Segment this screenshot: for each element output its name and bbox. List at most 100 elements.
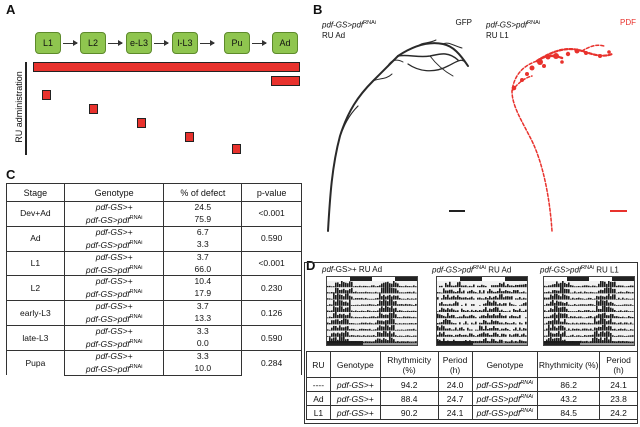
activity-bar (600, 337, 602, 343)
activity-bar (467, 341, 469, 343)
activity-bar (481, 284, 483, 288)
activity-bar (481, 315, 483, 319)
activity-bar (592, 317, 594, 319)
activity-bar (351, 323, 353, 325)
activity-bar (381, 283, 383, 288)
activity-bar (369, 341, 371, 343)
activity-bar (369, 335, 371, 337)
activity-bar (495, 320, 497, 325)
activity-bar (335, 333, 337, 337)
activity-bar (604, 300, 606, 306)
activity-bar (417, 311, 418, 312)
activity-bar (560, 301, 562, 306)
activity-bar (415, 292, 417, 294)
activity-bar (345, 339, 347, 343)
activity-bar (403, 323, 405, 325)
activity-bar (371, 298, 373, 300)
activity-bar (367, 286, 369, 288)
activity-bar (353, 317, 355, 319)
activity-bar (525, 341, 527, 343)
activity-bar (501, 333, 503, 337)
activity-bar (592, 304, 594, 306)
activity-bar (463, 323, 465, 325)
activity-bar (564, 327, 566, 331)
col-header-stage: Stage (6, 183, 65, 202)
activity-bar (566, 329, 568, 331)
activity-bar (369, 328, 371, 331)
col-header-rhythmicity-1: Rhythmicity (%) (379, 351, 439, 378)
stage-pupa: Pu (224, 32, 250, 54)
activity-bar (620, 291, 622, 294)
activity-bar (369, 298, 371, 300)
activity-bar (610, 318, 612, 325)
activity-bar (632, 311, 634, 312)
activity-bar (586, 335, 588, 337)
panel-b-letter: B (313, 2, 323, 17)
activity-bar (572, 340, 574, 343)
activity-bar (371, 292, 373, 294)
activity-bar (521, 334, 523, 337)
activity-bar (574, 291, 576, 294)
activity-bar (594, 331, 596, 337)
activity-bar (397, 283, 399, 288)
activity-bar (359, 305, 361, 306)
period-cell: 24.1 (599, 377, 638, 392)
activity-bar (618, 292, 620, 294)
activity-bar (493, 307, 495, 312)
activity-bar (582, 317, 584, 319)
activity-bar (399, 323, 401, 325)
activity-bar (602, 290, 604, 294)
activity-bar (415, 335, 417, 337)
activity-bar (598, 320, 600, 325)
gfp-neuron-image (327, 39, 469, 232)
activity-bar (487, 298, 489, 300)
activity-bar (441, 325, 443, 331)
activity-bar (393, 332, 395, 337)
activity-bar (570, 316, 572, 319)
activity-bar (497, 285, 499, 288)
activity-bar (403, 304, 405, 306)
activity-bar (329, 285, 331, 288)
activity-bar (439, 322, 441, 325)
activity-bar (481, 333, 483, 337)
activity-bar (598, 313, 600, 319)
activity-bar (550, 294, 552, 300)
activity-bar (475, 336, 477, 337)
activity-bar (562, 313, 564, 319)
activity-bar (451, 314, 453, 319)
activity-bar (491, 302, 493, 306)
activity-bar (525, 328, 527, 331)
activity-bar (634, 298, 635, 299)
activity-bar (489, 341, 491, 343)
activity-bar (411, 298, 413, 300)
dark-phase (349, 277, 372, 281)
activity-bar (483, 285, 485, 288)
activity-bar (509, 334, 511, 337)
activity-bar (485, 338, 487, 343)
activity-bar (417, 335, 418, 336)
activity-bar (630, 304, 632, 306)
activity-bar (391, 318, 393, 325)
activity-bar (594, 336, 596, 343)
activity-bar (552, 309, 554, 312)
activity-bar (407, 335, 409, 337)
genotype-cell: pdf-GS>pdfRNAi (63, 213, 165, 227)
gfp-genotype-text: pdf-GS>pdf (322, 20, 364, 30)
genotype-cell: pdf-GS>pdfRNAi (471, 377, 539, 392)
activity-bar (467, 323, 469, 325)
activity-bar (618, 340, 620, 343)
genotype-cell: pdf-GS>pdfRNAi (63, 262, 165, 277)
actogram-plot (327, 281, 418, 343)
defect-cell: 75.9 (163, 213, 243, 227)
activity-bar (574, 328, 576, 331)
activity-bar (457, 310, 459, 312)
genotype-cell: pdf-GS>+ (63, 275, 165, 288)
col-header-ru: RU (306, 351, 331, 378)
activity-bar (586, 310, 588, 312)
activity-bar (505, 334, 507, 337)
activity-bar (377, 304, 379, 306)
pdf-neuron-image (511, 44, 614, 232)
activity-bar (558, 290, 560, 294)
activity-bar (479, 305, 481, 306)
col-header-genotype: Genotype (63, 183, 165, 202)
